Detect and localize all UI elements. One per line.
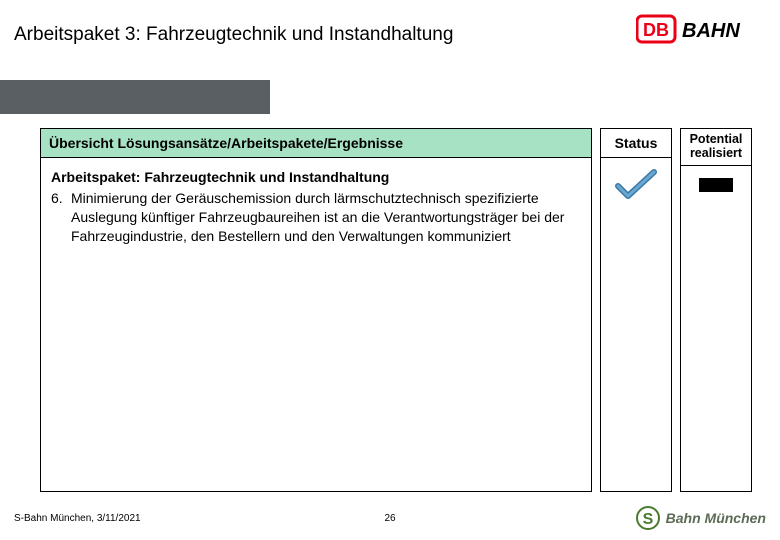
status-column: Status — [600, 128, 672, 492]
svg-text:S: S — [642, 511, 653, 528]
footer-page-number: 26 — [384, 513, 395, 524]
potential-indicator — [699, 178, 733, 192]
item-text: Minimierung der Geräuschemission durch l… — [71, 189, 581, 246]
slide: Arbeitspaket 3: Fahrzeugtechnik und Inst… — [0, 0, 780, 540]
main-body: Arbeitspaket: Fahrzeugtechnik und Instan… — [41, 158, 591, 491]
footer-right: S Bahn München — [636, 506, 766, 530]
item-row: 6. Minimierung der Geräuschemission durc… — [51, 189, 581, 246]
status-header: Status — [601, 129, 671, 158]
footer-right-label: Bahn München — [666, 510, 766, 526]
checkmark-icon — [614, 168, 658, 204]
gray-accent-bar — [0, 80, 270, 114]
arbeitspaket-title: Arbeitspaket: Fahrzeugtechnik und Instan… — [51, 168, 581, 187]
footer-left: S-Bahn München, 3/11/2021 — [14, 513, 141, 524]
status-body — [601, 158, 671, 491]
potential-column: Potential realisiert — [680, 128, 752, 492]
potential-body — [681, 166, 751, 492]
footer: S-Bahn München, 3/11/2021 26 S Bahn Münc… — [14, 506, 766, 530]
main-header: Übersicht Lösungsansätze/Arbeitspakete/E… — [41, 129, 591, 158]
potential-header: Potential realisiert — [681, 129, 751, 166]
sbahn-logo-icon: S — [636, 506, 660, 530]
db-logo-text: DB — [643, 20, 669, 40]
db-bahn-logo: DB BAHN — [636, 14, 766, 49]
main-column: Übersicht Lösungsansätze/Arbeitspakete/E… — [40, 128, 592, 492]
content-area: Übersicht Lösungsansätze/Arbeitspakete/E… — [40, 128, 752, 492]
item-number: 6. — [51, 189, 71, 246]
bahn-logo-text: BAHN — [682, 20, 740, 42]
